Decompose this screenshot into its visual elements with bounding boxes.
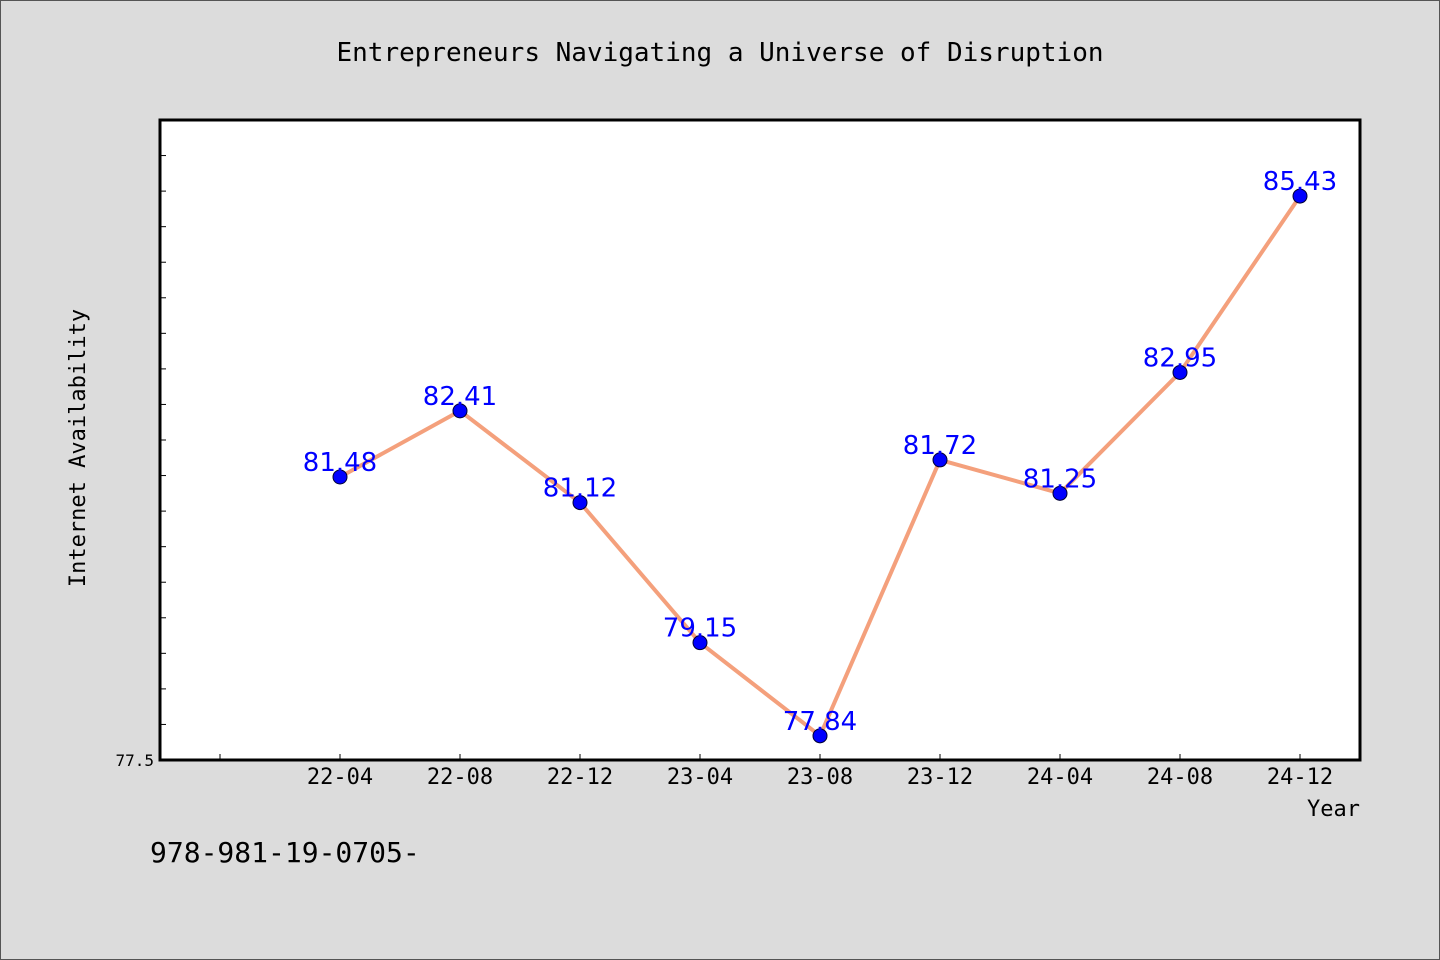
x-tick-label: 22-12 [547,765,613,790]
data-point [1172,364,1188,380]
data-point [1052,485,1068,501]
y-axis-ticks [160,119,166,761]
data-label: 85.43 [1263,167,1337,197]
data-point [692,635,708,651]
x-tick-label: 22-04 [307,765,373,790]
x-tick-label: 24-08 [1147,765,1213,790]
data-point [1292,188,1308,204]
x-tick-label: 22-08 [427,765,493,790]
plot-area [158,118,1362,762]
x-axis-ticks [219,754,1301,760]
chart-title: Entrepreneurs Navigating a Universe of D… [336,38,1103,68]
y-axis-label: Internet Availability [66,309,91,587]
x-axis-label: Year [1307,797,1360,822]
x-tick-label: 23-08 [787,765,853,790]
data-label: 77.84 [783,707,857,737]
data-label: 79.15 [663,614,737,644]
footnote: 978-981-19-0705- [150,836,420,869]
data-label: 82.95 [1143,343,1217,373]
data-label: 81.12 [543,474,617,504]
x-tick-label: 23-04 [667,765,733,790]
data-label: 82.41 [423,382,497,412]
x-tick-label: 23-12 [907,765,973,790]
data-label: 81.48 [303,448,377,478]
data-point [812,728,828,744]
data-labels: 81.48 82.41 81.12 79.15 77.84 81.72 81.25 82.95… [303,167,1337,737]
series-internet-availability [332,188,1308,744]
x-tick-label: 24-12 [1267,765,1333,790]
y-tick-label: 77.5 [115,751,154,770]
data-point [572,495,588,511]
data-label: 81.72 [903,431,977,461]
data-label: 81.25 [1023,464,1097,494]
data-point [332,469,348,485]
x-tick-label: 24-04 [1027,765,1093,790]
x-tick-labels: 22-04 22-08 22-12 23-04 23-08 23-12 24-04 24-08… [307,765,1333,790]
data-point [452,403,468,419]
data-point [932,452,948,468]
